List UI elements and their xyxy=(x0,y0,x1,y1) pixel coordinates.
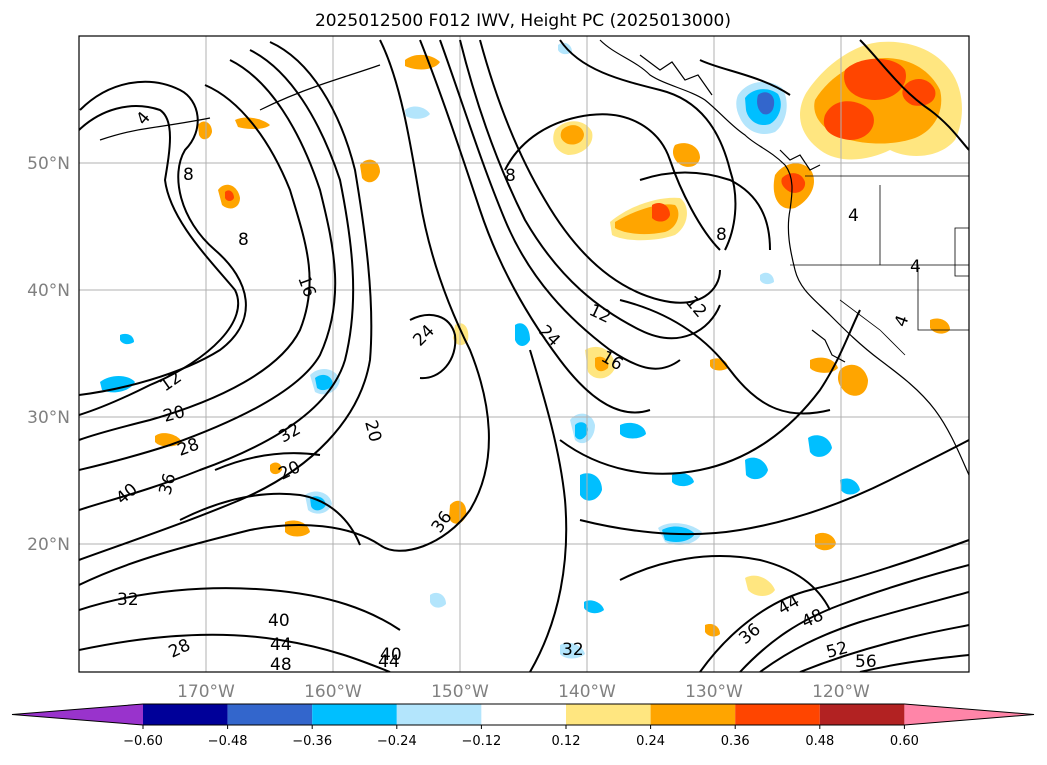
colorbar-tick-label: 0.12 xyxy=(552,734,581,749)
contour-label: 8 xyxy=(238,230,249,250)
contour-label: 8 xyxy=(183,165,194,185)
colorbar-swatch xyxy=(143,704,228,725)
contour-label: 4 xyxy=(848,206,859,226)
colorbar-tick-label: 0.24 xyxy=(636,734,665,749)
colorbar-extension-low xyxy=(12,704,143,725)
colorbar-tick-label: −0.60 xyxy=(123,734,163,749)
colorbar-extension-high xyxy=(904,704,1034,725)
contour-label: 32 xyxy=(562,640,584,660)
lon-label: 140°W xyxy=(558,682,616,702)
lat-label: 20°N xyxy=(27,535,70,555)
colorbar-swatch xyxy=(650,704,736,725)
lat-label: 50°N xyxy=(27,154,70,174)
lat-label: 30°N xyxy=(27,408,70,428)
colorbar-swatch xyxy=(481,704,566,725)
contour-label: 44 xyxy=(378,652,400,672)
colorbar-tick-label: 0.36 xyxy=(721,734,750,749)
colorbar-swatch xyxy=(819,704,905,725)
latitude-labels: 50°N 40°N 30°N 20°N xyxy=(27,154,70,555)
map-frame xyxy=(78,35,970,673)
contour-label: 4 xyxy=(910,257,921,277)
contour-label: 40 xyxy=(268,611,290,631)
figure-title: 2025012500 F012 IWV, Height PC (20250130… xyxy=(315,11,731,31)
colorbar-tick-label: 0.60 xyxy=(890,734,919,749)
lon-label: 130°W xyxy=(685,682,743,702)
colorbar-swatch xyxy=(566,704,651,725)
lon-label: 160°W xyxy=(304,682,362,702)
contour-label: 8 xyxy=(716,225,727,245)
contour-label: 32 xyxy=(117,590,139,610)
contour-label: 44 xyxy=(270,635,292,655)
colorbar-tick-label: −0.36 xyxy=(292,734,332,749)
contour-label: 56 xyxy=(855,652,877,672)
colorbar-swatch xyxy=(227,704,313,725)
colorbar-swatch xyxy=(312,704,397,725)
colorbar-swatch xyxy=(396,704,482,725)
contour-label: 40 xyxy=(380,645,402,665)
colorbar-tick-label: −0.24 xyxy=(377,734,417,749)
contour-label: 8 xyxy=(505,166,516,186)
colorbar-tick-label: 0.48 xyxy=(805,734,834,749)
colorbar-swatch xyxy=(735,704,820,725)
colorbar-tick-label: −0.12 xyxy=(461,734,501,749)
grid-lines xyxy=(79,36,969,672)
height-contours xyxy=(79,39,969,672)
map-area: 4 8 8 8 8 12 12 12 16 16 20 20 20 24 24 … xyxy=(79,36,969,675)
contour-label: 48 xyxy=(270,655,292,675)
colorbar-tick-label: −0.48 xyxy=(208,734,248,749)
longitude-labels: 170°W 160°W 150°W 140°W 130°W 120°W xyxy=(177,682,870,702)
lon-label: 170°W xyxy=(177,682,235,702)
lat-label: 40°N xyxy=(27,281,70,301)
anomaly-shading xyxy=(100,41,962,659)
coastlines xyxy=(99,39,969,476)
colorbar: −0.60 −0.48 −0.36 −0.24 −0.12 0.12 0.24 0.36 0.4… xyxy=(11,703,1035,749)
lon-label: 150°W xyxy=(431,682,489,702)
lon-label: 120°W xyxy=(812,682,870,702)
